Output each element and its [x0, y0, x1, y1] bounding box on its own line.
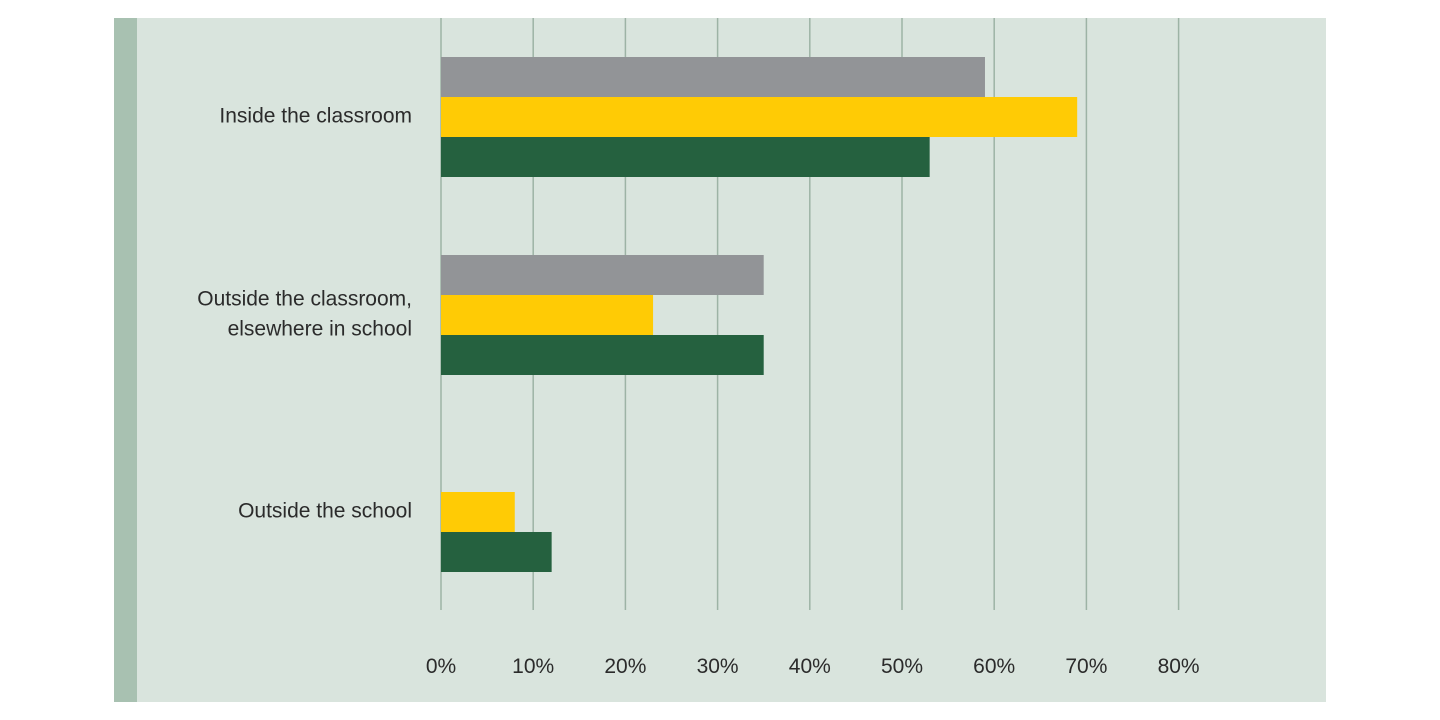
x-tick-label: 80% [1158, 655, 1200, 678]
category-label-line: Inside the classroom [219, 105, 412, 128]
category-label-line: elsewhere in school [228, 318, 412, 341]
category-label-line: Outside the classroom, [197, 288, 412, 311]
bar [441, 295, 654, 335]
bar [441, 137, 930, 177]
bar [441, 57, 985, 97]
x-tick-label: 70% [1065, 655, 1107, 678]
x-tick-label: 40% [789, 655, 831, 678]
bar [441, 335, 764, 375]
chart-left-accent-bar [114, 18, 137, 702]
x-tick-label: 60% [973, 655, 1015, 678]
x-tick-label: 30% [697, 655, 739, 678]
bar [441, 255, 764, 295]
bar [441, 97, 1078, 137]
category-labels: Inside the classroom Outside the classroo… [197, 105, 412, 523]
x-tick-label: 50% [881, 655, 923, 678]
bar [441, 532, 552, 572]
x-axis-tick-labels: 0% 10% 20% 30% 40% 50% 60% 70% 80% [426, 655, 1200, 678]
category-label: Inside the classroom [219, 105, 412, 128]
x-tick-label: 0% [426, 655, 456, 678]
bars [441, 57, 1078, 572]
x-tick-label: 20% [604, 655, 646, 678]
x-tick-label: 10% [512, 655, 554, 678]
category-label-line: Outside the school [238, 500, 412, 523]
category-label: Outside the school [238, 500, 412, 523]
category-label: Outside the classroom, elsewhere in schoo… [197, 288, 412, 341]
bar [441, 492, 515, 532]
